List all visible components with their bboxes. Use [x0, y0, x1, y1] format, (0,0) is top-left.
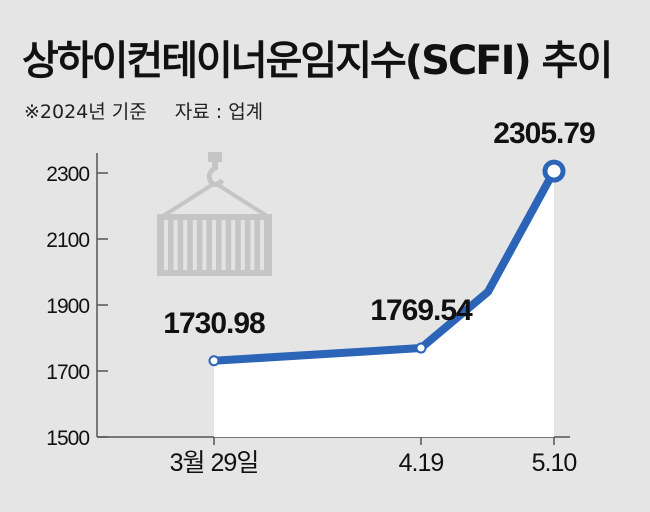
y-tick-label: 1500 — [46, 427, 89, 450]
container-rib — [221, 220, 226, 270]
x-tick-label: 5.10 — [532, 449, 577, 477]
container-rib — [173, 220, 178, 270]
container-rib — [183, 220, 188, 270]
container-rib — [250, 220, 255, 270]
data-point — [542, 159, 566, 183]
shipping-container-icon — [157, 152, 272, 276]
container-rib — [192, 220, 197, 270]
data-label: 2305.79 — [493, 117, 595, 150]
y-tick-label: 1700 — [46, 361, 89, 384]
x-tick-label: 4.19 — [399, 449, 444, 477]
container-rib — [164, 220, 168, 270]
y-tick-label: 1900 — [46, 295, 89, 318]
crane-hook-top — [208, 152, 222, 162]
container-ribs — [164, 220, 264, 270]
crane-hook-stem — [212, 160, 218, 170]
container-rib — [212, 220, 216, 270]
chart-title: 상하이컨테이너운임지수(SCFI) 추이 — [22, 38, 613, 84]
area-fill — [214, 171, 554, 437]
series-line — [210, 167, 558, 365]
data-point — [415, 342, 427, 354]
base-year-note: ※2024년 기준 — [24, 101, 147, 123]
chart-note: ※2024년 기준 자료 : 업계 — [24, 97, 263, 124]
container-rib — [240, 220, 245, 270]
container-rib — [260, 220, 264, 270]
data-point — [208, 355, 220, 367]
x-tick-label: 3월 29일 — [170, 449, 259, 477]
y-tick-label: 2100 — [46, 229, 89, 252]
container-cables — [161, 181, 269, 218]
container-rib — [202, 220, 207, 270]
container-rib — [231, 220, 236, 270]
source-note: 자료 : 업계 — [174, 101, 264, 123]
data-label: 1730.98 — [163, 307, 265, 340]
data-label: 1769.54 — [370, 294, 473, 327]
y-tick-label: 2300 — [46, 163, 89, 186]
